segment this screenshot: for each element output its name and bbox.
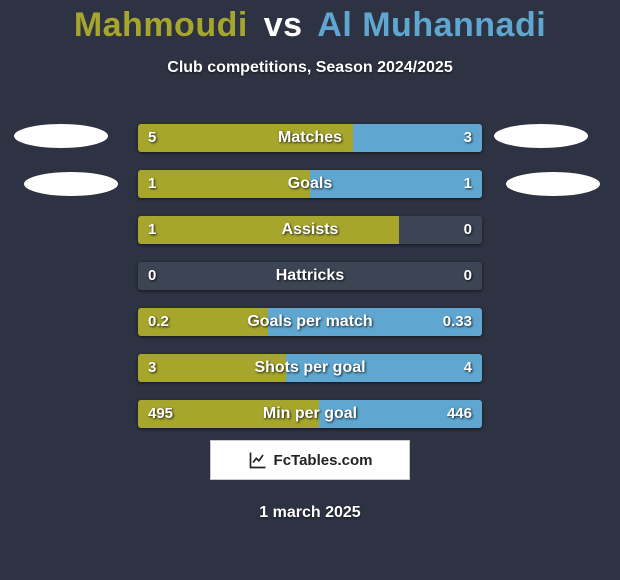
chart-icon bbox=[248, 450, 268, 470]
stat-value-left: 3 bbox=[148, 354, 156, 382]
stat-value-right: 0 bbox=[464, 216, 472, 244]
subtitle: Club competitions, Season 2024/2025 bbox=[0, 59, 620, 77]
stat-label: Hattricks bbox=[138, 262, 482, 290]
stat-row: Hattricks0 0 bbox=[138, 262, 482, 290]
stat-value-left: 1 bbox=[148, 170, 156, 198]
credit-text: FcTables.com bbox=[274, 452, 373, 469]
stat-label: Shots per goal bbox=[138, 354, 482, 382]
stat-row: Assists1 0 bbox=[138, 216, 482, 244]
stat-value-left: 1 bbox=[148, 216, 156, 244]
date-label: 1 march 2025 bbox=[0, 504, 620, 522]
stat-row: Matches5 3 bbox=[138, 124, 482, 152]
player2-name: Al Muhannadi bbox=[317, 6, 546, 44]
stat-value-right: 1 bbox=[464, 170, 472, 198]
stat-bars: Matches53Goals11Assists10Hattricks00Goal… bbox=[138, 124, 482, 446]
oval-right-1 bbox=[494, 124, 588, 148]
stat-value-left: 0.2 bbox=[148, 308, 169, 336]
stat-value-right: 4 bbox=[464, 354, 472, 382]
stat-label: Matches bbox=[138, 124, 482, 152]
player1-name: Mahmoudi bbox=[74, 6, 248, 44]
stat-label: Assists bbox=[138, 216, 482, 244]
stat-value-right: 0.33 bbox=[443, 308, 472, 336]
stat-label: Min per goal bbox=[138, 400, 482, 428]
title: Mahmoudi vs Al Muhannadi bbox=[0, 0, 620, 45]
oval-left-2 bbox=[24, 172, 118, 196]
stat-label: Goals per match bbox=[138, 308, 482, 336]
stat-row: Shots per goal3 4 bbox=[138, 354, 482, 382]
stat-value-right: 0 bbox=[464, 262, 472, 290]
stat-value-right: 3 bbox=[464, 124, 472, 152]
comparison-card: Mahmoudi vs Al Muhannadi Club competitio… bbox=[0, 0, 620, 580]
stat-value-left: 5 bbox=[148, 124, 156, 152]
stat-label: Goals bbox=[138, 170, 482, 198]
stat-value-right: 446 bbox=[447, 400, 472, 428]
title-vs: vs bbox=[264, 6, 303, 44]
oval-left-1 bbox=[14, 124, 108, 148]
oval-right-2 bbox=[506, 172, 600, 196]
stat-value-left: 0 bbox=[148, 262, 156, 290]
stat-value-left: 495 bbox=[148, 400, 173, 428]
stat-row: Goals1 1 bbox=[138, 170, 482, 198]
stat-row: Min per goal495 446 bbox=[138, 400, 482, 428]
credit-badge: FcTables.com bbox=[210, 440, 410, 480]
stat-row: Goals per match0.2 0.33 bbox=[138, 308, 482, 336]
